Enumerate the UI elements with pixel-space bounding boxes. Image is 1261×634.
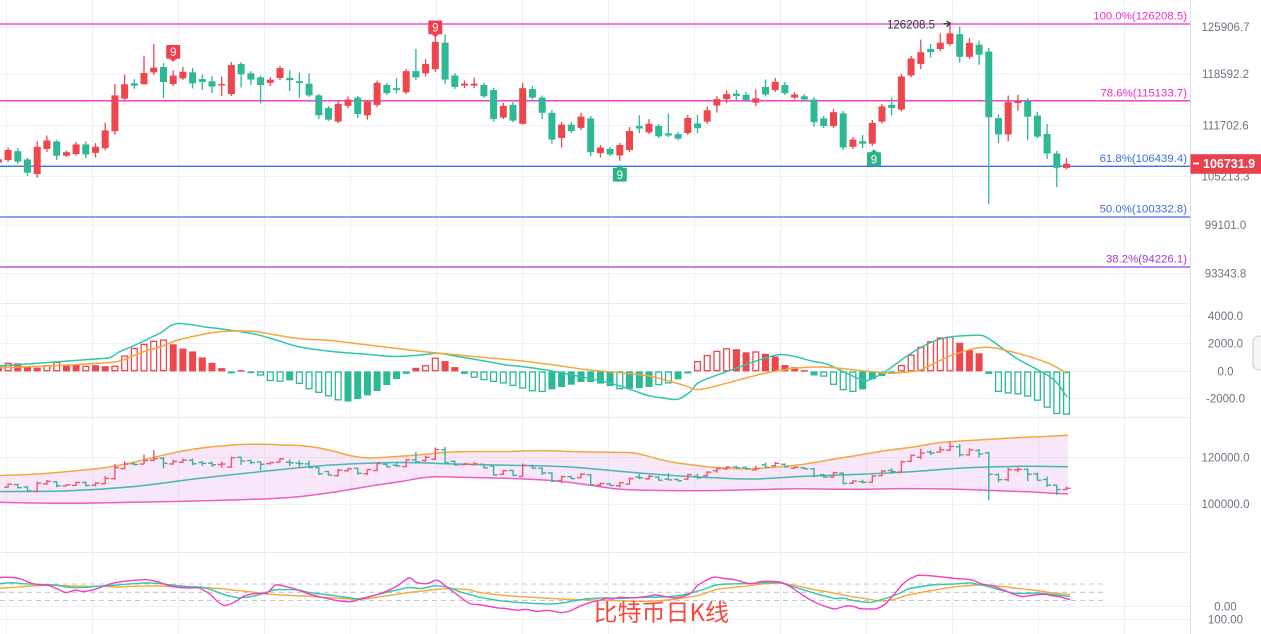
svg-text:126208.5: 126208.5 [887, 20, 935, 32]
svg-text:99101.0: 99101.0 [1205, 220, 1247, 232]
svg-text:0.0: 0.0 [1218, 366, 1234, 378]
svg-text:9: 9 [170, 47, 176, 59]
svg-text:118592.2: 118592.2 [1202, 69, 1249, 81]
svg-text:4000.0: 4000.0 [1208, 311, 1243, 323]
svg-text:9: 9 [432, 23, 438, 35]
svg-text:100.0%(126208.5): 100.0%(126208.5) [1093, 11, 1187, 23]
svg-text:2000.0: 2000.0 [1208, 339, 1243, 351]
svg-text:61.8%(106439.4): 61.8%(106439.4) [1100, 153, 1188, 165]
svg-text:120000.0: 120000.0 [1202, 453, 1250, 465]
svg-text:100000.0: 100000.0 [1202, 499, 1250, 511]
svg-text:-2000.0: -2000.0 [1206, 393, 1245, 405]
svg-text:9: 9 [871, 155, 877, 167]
svg-text:93343.8: 93343.8 [1205, 269, 1247, 281]
svg-text:106731.9: 106731.9 [1203, 157, 1255, 171]
svg-text:105213.3: 105213.3 [1202, 172, 1250, 184]
svg-text:9: 9 [617, 170, 623, 182]
svg-text:50.0%(100332.8): 50.0%(100332.8) [1100, 204, 1188, 216]
svg-text:125906.7: 125906.7 [1202, 22, 1250, 34]
svg-text:78.6%(115133.7): 78.6%(115133.7) [1100, 87, 1187, 99]
svg-text:100.00: 100.00 [1208, 615, 1243, 627]
svg-text:0.00: 0.00 [1214, 602, 1236, 614]
svg-text:111702.6: 111702.6 [1202, 121, 1248, 133]
svg-text:38.2%(94226.1): 38.2%(94226.1) [1106, 254, 1187, 266]
